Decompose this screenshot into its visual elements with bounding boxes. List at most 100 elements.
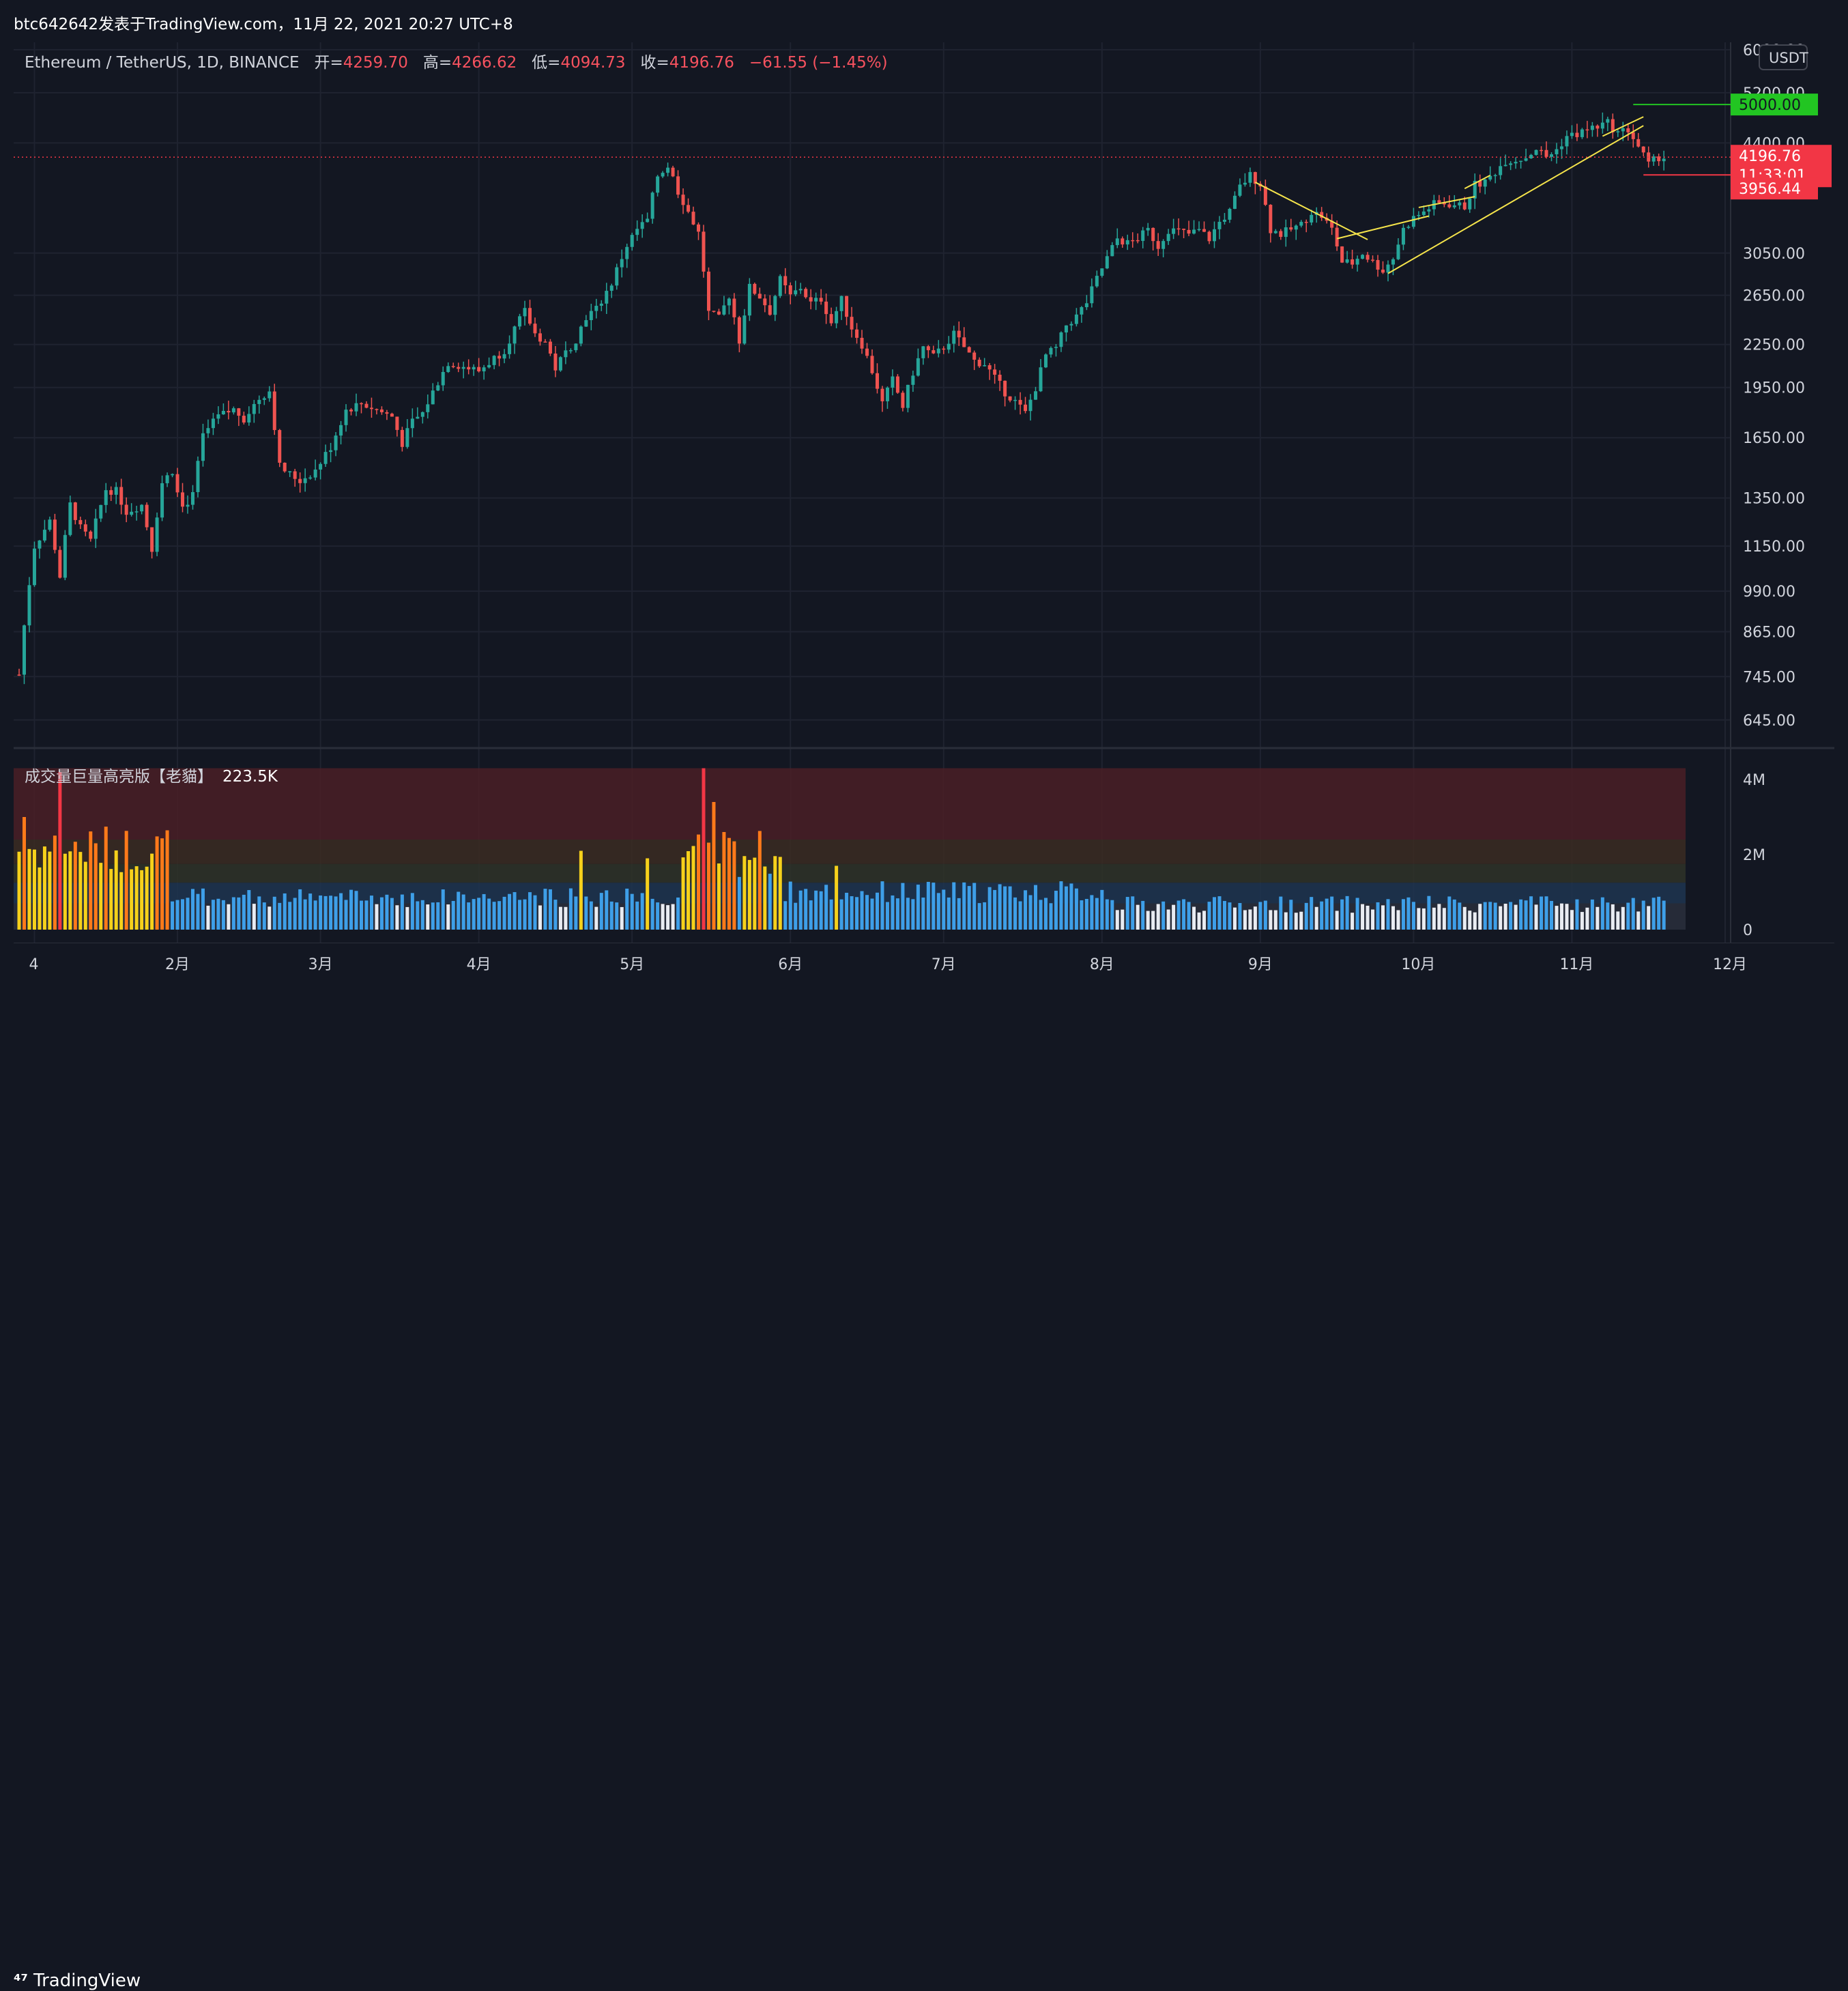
volume-bar bbox=[1289, 900, 1293, 930]
candle-body bbox=[1080, 307, 1084, 315]
volume-bar bbox=[656, 902, 660, 930]
volume-bar bbox=[17, 851, 21, 930]
currency-badge[interactable] bbox=[1759, 44, 1808, 70]
candle-body bbox=[1519, 160, 1523, 162]
candle-body bbox=[936, 348, 940, 354]
volume-bar bbox=[1396, 910, 1400, 930]
symbol-name[interactable]: Ethereum / TetherUS, 1D, BINANCE bbox=[25, 54, 300, 72]
candle-body bbox=[1003, 380, 1007, 397]
volume-bar bbox=[1084, 898, 1088, 930]
volume-bar bbox=[839, 899, 843, 930]
candle-body bbox=[533, 324, 537, 334]
candle-body bbox=[1013, 399, 1017, 401]
candle-body bbox=[804, 289, 808, 298]
volume-bar bbox=[42, 846, 46, 930]
candle-body bbox=[242, 416, 246, 423]
volume-bar bbox=[1176, 900, 1181, 930]
candle-body bbox=[1176, 228, 1181, 230]
candle-body bbox=[584, 320, 588, 327]
volume-bar bbox=[1565, 904, 1569, 930]
volume-bar bbox=[487, 898, 491, 930]
candle-body bbox=[53, 519, 57, 550]
candle-body bbox=[165, 475, 169, 483]
volume-bar bbox=[436, 902, 440, 930]
candle-body bbox=[298, 478, 302, 483]
candle-body bbox=[93, 518, 98, 539]
price-tick-label: 1150.00 bbox=[1743, 539, 1805, 556]
tradingview-logo-icon: ⁴⁷ bbox=[14, 1971, 29, 1990]
volume-bar bbox=[1018, 901, 1022, 930]
candle-body bbox=[605, 291, 609, 304]
volume-bar bbox=[1631, 898, 1635, 930]
candle-body bbox=[1217, 221, 1222, 229]
candle-body bbox=[681, 195, 685, 205]
candle-body bbox=[99, 504, 103, 519]
candle-body bbox=[446, 366, 450, 373]
price-tick-label: 1950.00 bbox=[1743, 380, 1805, 397]
candle-body bbox=[957, 330, 961, 338]
high-value: 4266.62 bbox=[452, 54, 517, 72]
volume-bar bbox=[891, 895, 895, 930]
volume-bar bbox=[1651, 898, 1656, 930]
volume-bar bbox=[283, 893, 287, 930]
change-value: −61.55 (−1.45%) bbox=[749, 54, 888, 72]
volume-bar bbox=[231, 897, 235, 930]
volume-bar bbox=[1273, 910, 1277, 930]
candle-body bbox=[247, 414, 251, 423]
volume-bar bbox=[339, 893, 343, 930]
candle-body bbox=[635, 229, 639, 235]
volume-indicator-name[interactable]: 成交量巨量高亮版【老貓】 bbox=[25, 768, 213, 786]
volume-zone bbox=[14, 883, 1686, 904]
volume-bar bbox=[1258, 902, 1262, 930]
candle-body bbox=[467, 367, 471, 370]
candle-body bbox=[1570, 132, 1574, 137]
candle-body bbox=[1207, 231, 1211, 242]
volume-bar bbox=[497, 901, 502, 930]
candle-body bbox=[523, 308, 527, 317]
volume-bar bbox=[1611, 904, 1615, 930]
volume-zone bbox=[14, 863, 1686, 883]
candle-body bbox=[687, 205, 691, 212]
candle-body bbox=[1442, 203, 1446, 205]
candle-body bbox=[921, 346, 925, 358]
volume-bar bbox=[502, 896, 506, 930]
volume-bar bbox=[773, 856, 777, 930]
volume-bar bbox=[1304, 902, 1308, 930]
candle-body bbox=[1651, 156, 1656, 162]
volume-bar bbox=[1049, 903, 1053, 930]
candle-body bbox=[1248, 172, 1252, 183]
volume-bar bbox=[288, 902, 292, 930]
volume-bar bbox=[1376, 902, 1380, 930]
candle-body bbox=[104, 490, 108, 505]
candle-body bbox=[1452, 205, 1456, 207]
volume-bar bbox=[1386, 899, 1390, 930]
volume-bar bbox=[216, 898, 220, 930]
volume-bar bbox=[395, 905, 399, 930]
volume-bar bbox=[1662, 900, 1666, 930]
ohlc-legend: Ethereum / TetherUS, 1D, BINANCE 开=4259.… bbox=[25, 49, 888, 72]
volume-bar bbox=[579, 850, 583, 930]
candle-body bbox=[737, 317, 741, 344]
volume-bar bbox=[278, 902, 282, 930]
candle-body bbox=[747, 283, 751, 316]
candle-body bbox=[1212, 229, 1216, 242]
candle-body bbox=[589, 311, 593, 321]
volume-bar bbox=[1136, 904, 1140, 930]
volume-bar bbox=[1320, 901, 1324, 930]
volume-bar bbox=[1335, 911, 1339, 930]
time-axis-band bbox=[14, 943, 1834, 977]
candle-body bbox=[1371, 259, 1375, 261]
volume-bar bbox=[584, 896, 588, 930]
volume-bar bbox=[1314, 906, 1318, 930]
candle-body bbox=[757, 293, 762, 299]
tradingview-logo[interactable]: ⁴⁷ TradingView bbox=[14, 1971, 141, 1991]
bottom-bar: ⁴⁷ TradingView bbox=[0, 977, 1848, 1991]
volume-bar bbox=[1166, 909, 1170, 930]
volume-bar bbox=[1417, 908, 1421, 930]
chart-svg[interactable]: 6000.005200.004400.003050.002650.002250.… bbox=[14, 42, 1834, 977]
candle-body bbox=[319, 463, 323, 470]
volume-bar bbox=[1616, 911, 1620, 930]
volume-bar bbox=[22, 817, 26, 930]
candle-body bbox=[1090, 286, 1094, 304]
candle-body bbox=[58, 549, 62, 578]
